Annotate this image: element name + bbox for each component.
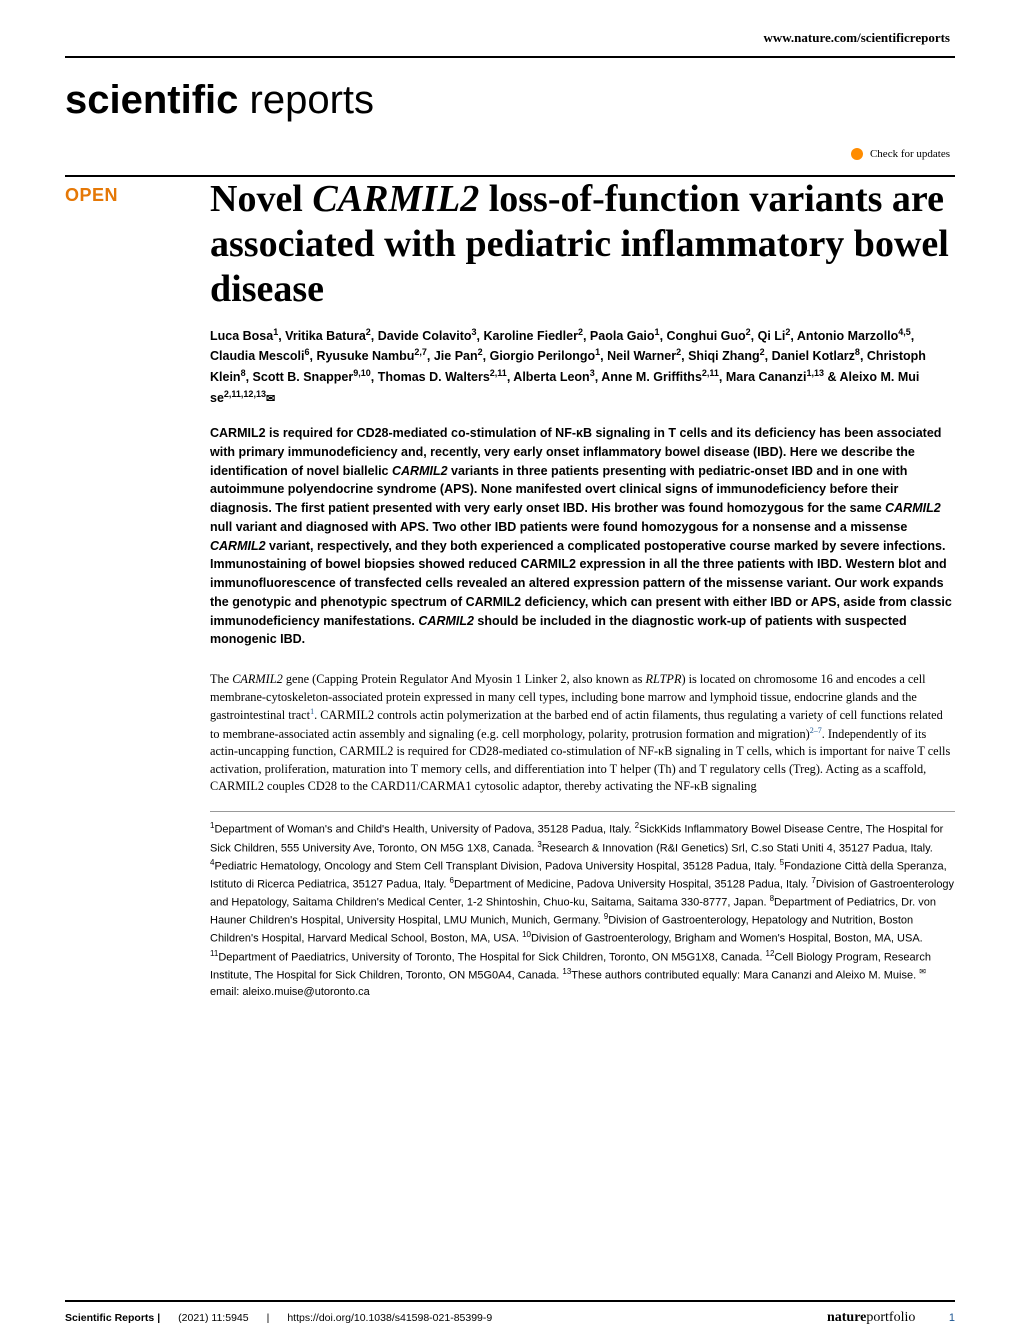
page-number: 1 <box>949 1312 955 1324</box>
authors-list: Luca Bosa1, Vritika Batura2, Davide Cola… <box>210 326 955 408</box>
journal-title: scientific reports <box>0 58 1020 148</box>
body-paragraph: The CARMIL2 gene (Capping Protein Regula… <box>210 671 955 795</box>
affiliations: 1Department of Woman's and Child's Healt… <box>210 811 955 1000</box>
updates-icon <box>851 148 863 160</box>
footer-citation: (2021) 11:5945 <box>178 1312 248 1324</box>
footer-journal: Scientific Reports | <box>65 1312 160 1324</box>
portfolio-light: portfolio <box>866 1310 915 1325</box>
article-title: Novel CARMIL2 loss-of-function variants … <box>210 177 955 311</box>
portfolio-logo: natureportfolio <box>827 1310 919 1325</box>
sidebar: OPEN <box>65 177 210 1000</box>
content-wrapper: OPEN Novel CARMIL2 loss-of-function vari… <box>0 177 1020 1000</box>
journal-light: reports <box>238 78 374 122</box>
journal-bold: scientific <box>65 78 238 122</box>
open-access-badge: OPEN <box>65 185 210 206</box>
abstract: CARMIL2 is required for CD28-mediated co… <box>210 424 955 649</box>
footer-right: natureportfolio 1 <box>827 1310 955 1326</box>
footer-divider: | <box>267 1312 270 1324</box>
footer-left: Scientific Reports | (2021) 11:5945 | ht… <box>65 1312 492 1324</box>
portfolio-bold: nature <box>827 1310 866 1325</box>
updates-label: Check for updates <box>870 148 950 160</box>
check-updates-link[interactable]: Check for updates <box>0 148 1020 175</box>
footer: Scientific Reports | (2021) 11:5945 | ht… <box>65 1300 955 1340</box>
main-column: Novel CARMIL2 loss-of-function variants … <box>210 177 955 1000</box>
footer-doi[interactable]: https://doi.org/10.1038/s41598-021-85399… <box>287 1312 492 1324</box>
header-url: www.nature.com/scientificreports <box>0 0 1020 56</box>
